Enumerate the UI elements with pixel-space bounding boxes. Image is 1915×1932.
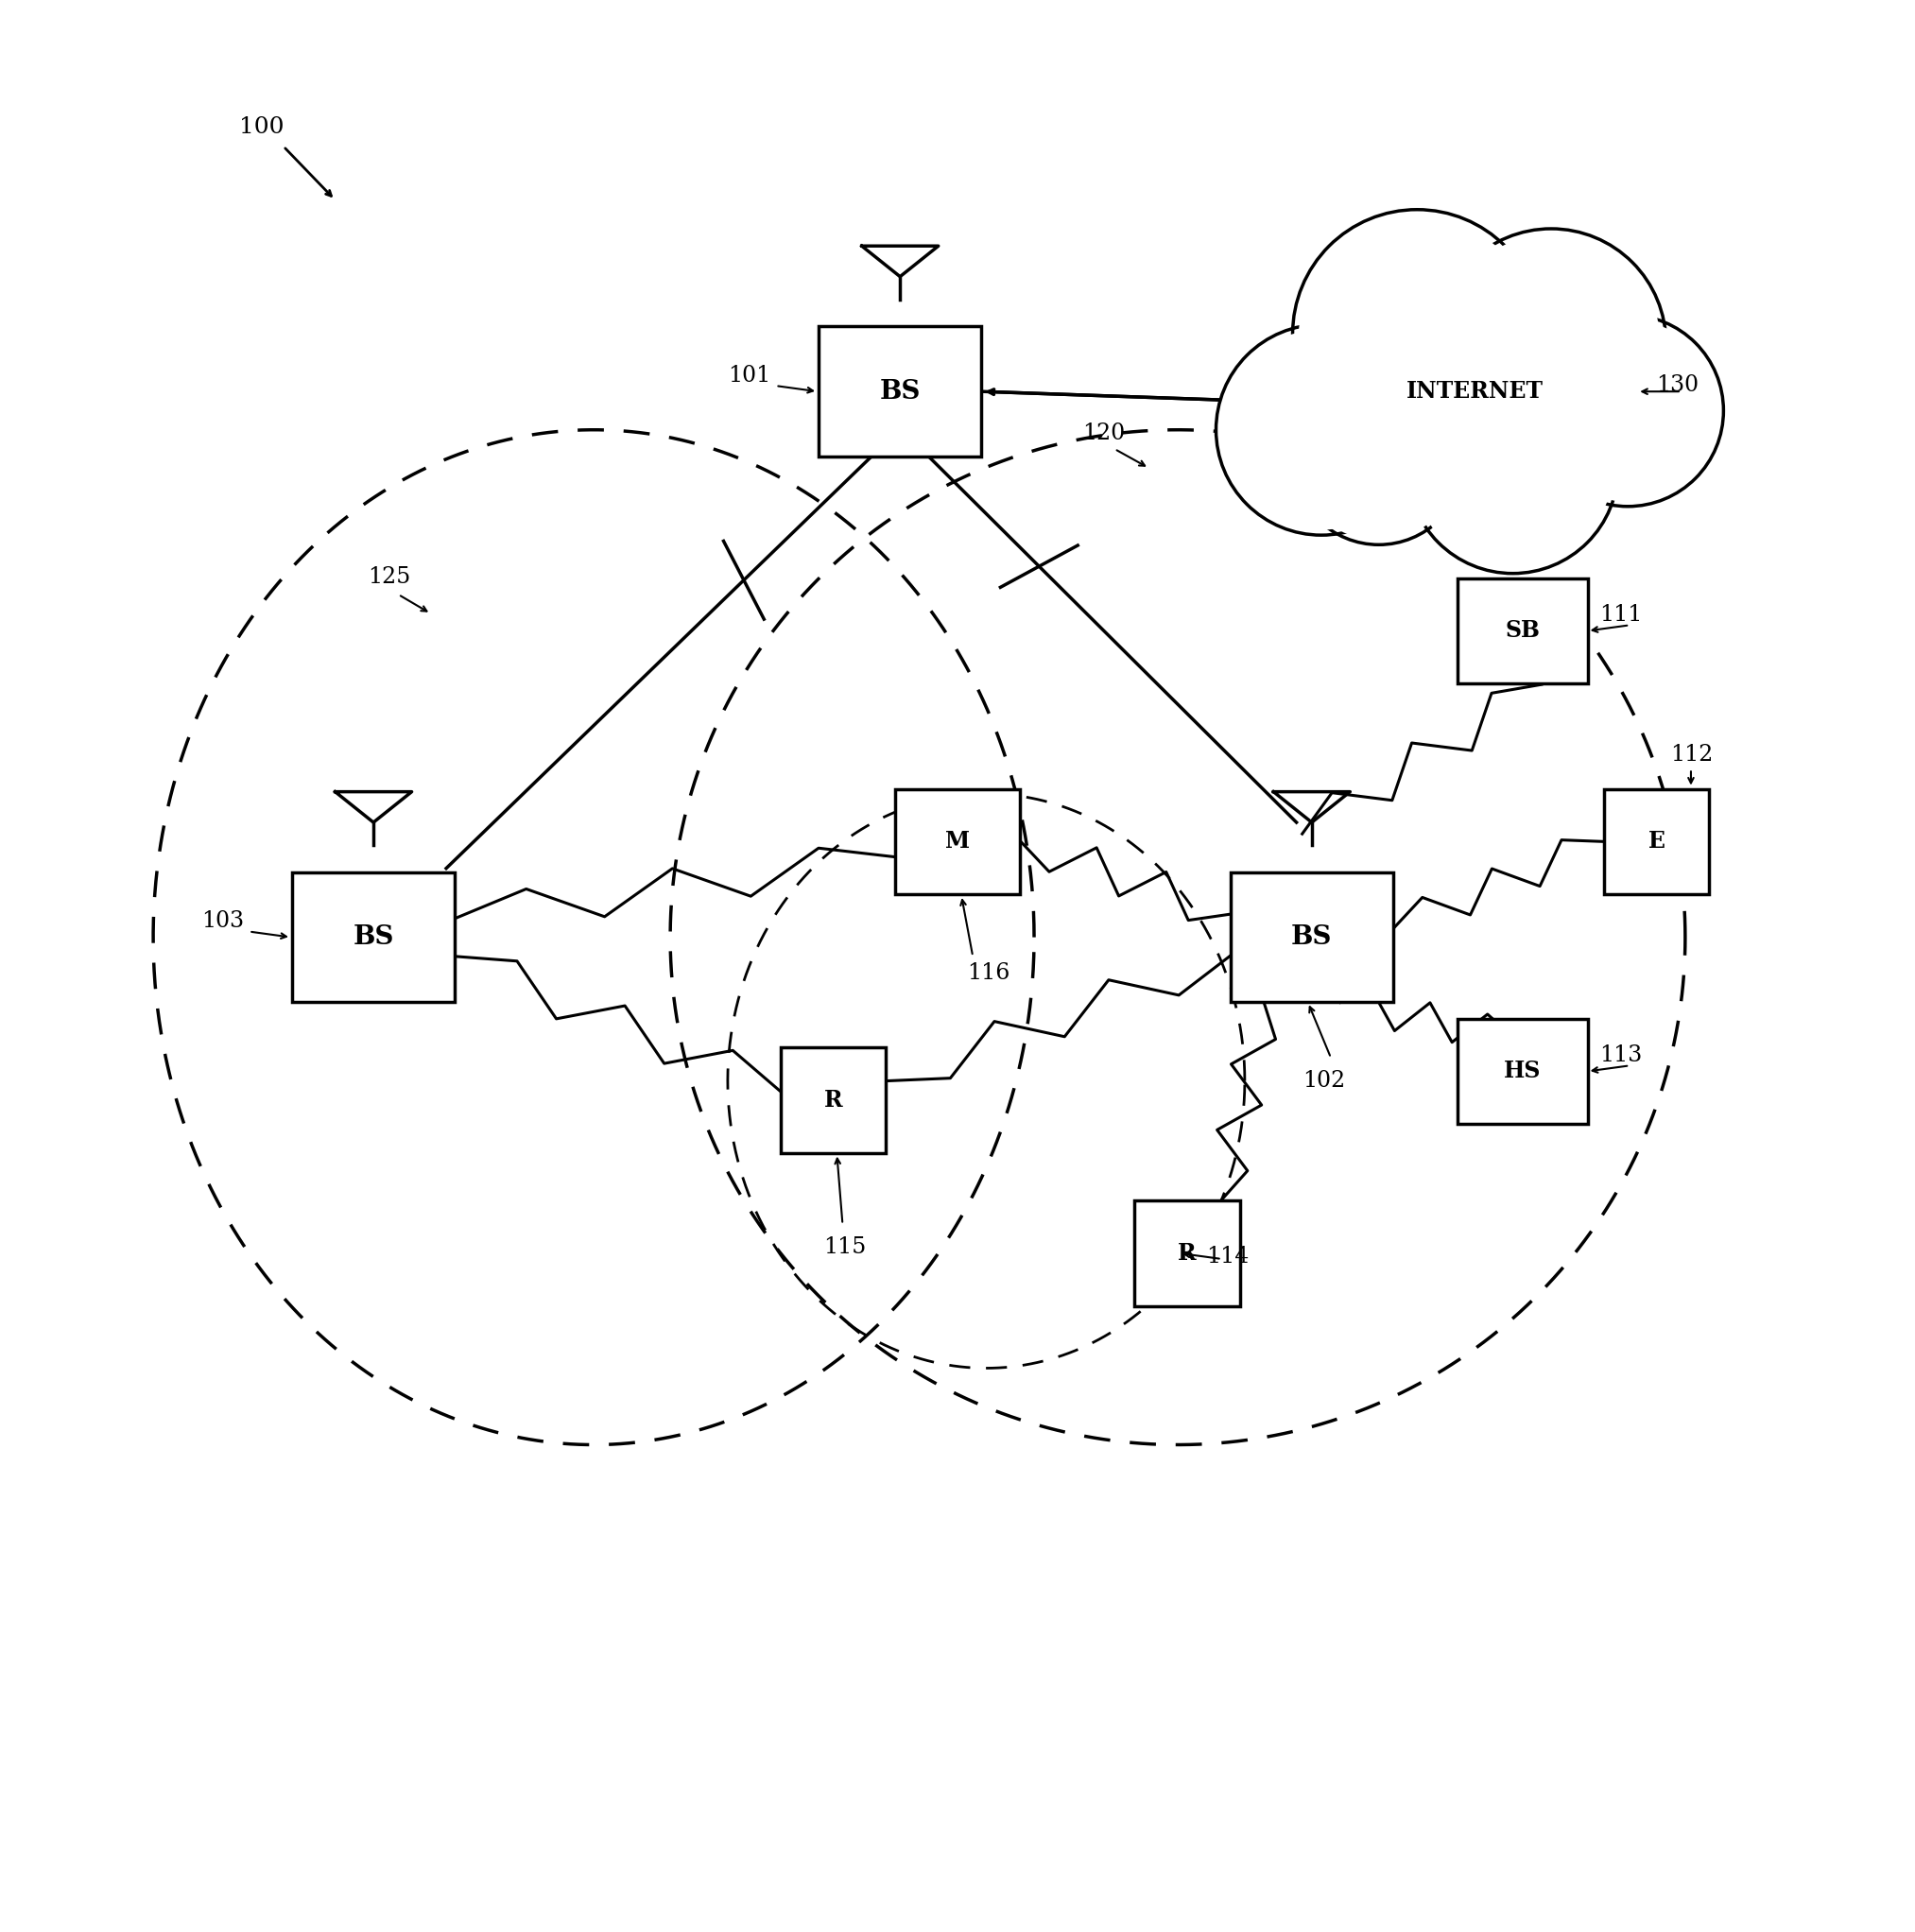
FancyBboxPatch shape: [820, 327, 980, 456]
Text: BS: BS: [879, 379, 921, 404]
Text: HS: HS: [1503, 1061, 1542, 1082]
Text: R: R: [1178, 1242, 1197, 1265]
Circle shape: [1296, 377, 1461, 541]
Text: INTERNET: INTERNET: [1406, 381, 1543, 404]
Text: 116: 116: [967, 962, 1009, 983]
Text: BS: BS: [1291, 925, 1333, 951]
Text: 103: 103: [201, 910, 243, 933]
Text: 112: 112: [1670, 744, 1712, 765]
FancyBboxPatch shape: [1457, 1018, 1588, 1124]
Text: E: E: [1649, 831, 1664, 852]
FancyBboxPatch shape: [779, 1047, 885, 1153]
Text: 114: 114: [1206, 1246, 1249, 1267]
FancyBboxPatch shape: [896, 788, 1019, 895]
Text: 100: 100: [239, 116, 283, 137]
Text: BS: BS: [352, 925, 394, 951]
Circle shape: [1436, 228, 1666, 458]
Circle shape: [1293, 373, 1465, 545]
Text: SB: SB: [1505, 620, 1540, 641]
FancyBboxPatch shape: [1134, 1200, 1241, 1306]
Text: 130: 130: [1656, 375, 1699, 396]
Text: R: R: [823, 1090, 843, 1111]
Circle shape: [1532, 315, 1724, 506]
Text: 102: 102: [1302, 1070, 1344, 1092]
Text: 101: 101: [728, 365, 770, 386]
Circle shape: [1413, 367, 1612, 568]
FancyBboxPatch shape: [1231, 871, 1392, 1003]
FancyBboxPatch shape: [291, 871, 454, 1003]
Circle shape: [1442, 234, 1660, 452]
Text: 120: 120: [1082, 423, 1124, 444]
FancyBboxPatch shape: [1605, 788, 1710, 895]
Circle shape: [1293, 209, 1542, 458]
Circle shape: [1216, 325, 1427, 535]
Text: 113: 113: [1599, 1045, 1641, 1066]
Text: 115: 115: [823, 1236, 866, 1258]
Circle shape: [1408, 363, 1618, 574]
FancyBboxPatch shape: [1457, 578, 1588, 684]
Circle shape: [1536, 319, 1718, 502]
Circle shape: [1222, 330, 1421, 529]
Text: 111: 111: [1599, 605, 1641, 626]
Circle shape: [1298, 216, 1536, 452]
Text: M: M: [946, 831, 969, 852]
Text: 125: 125: [368, 566, 410, 587]
